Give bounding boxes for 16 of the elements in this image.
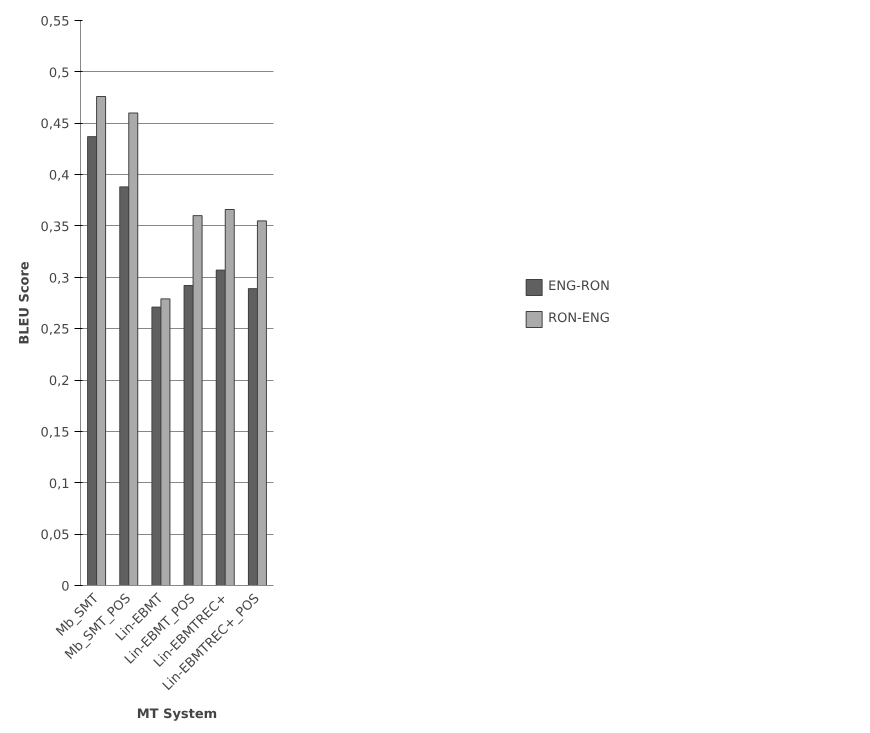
y-tick-label: 0,15 [40, 425, 70, 440]
legend-label: ENG-RON [548, 279, 610, 294]
legend-label: RON-ENG [548, 311, 610, 326]
y-tick-label: 0,4 [48, 168, 70, 184]
y-tick-label: 0,05 [40, 528, 70, 544]
y-tick-label: 0,55 [40, 14, 70, 30]
y-tick-label: 0 [61, 580, 70, 594]
y-tick-label: 0,2 [48, 374, 70, 390]
y-tick-label: 0,45 [40, 117, 70, 132]
y-tick-label: 0,3 [48, 271, 70, 286]
y-tick-label: 0,35 [40, 220, 70, 235]
y-axis-title: BLEU Score [18, 261, 33, 345]
y-tick-label: 0,5 [48, 66, 70, 81]
y-tick-label: 0,25 [40, 322, 70, 338]
x-axis-title: MT System [136, 707, 218, 722]
y-tick-label: 0,1 [48, 476, 70, 492]
